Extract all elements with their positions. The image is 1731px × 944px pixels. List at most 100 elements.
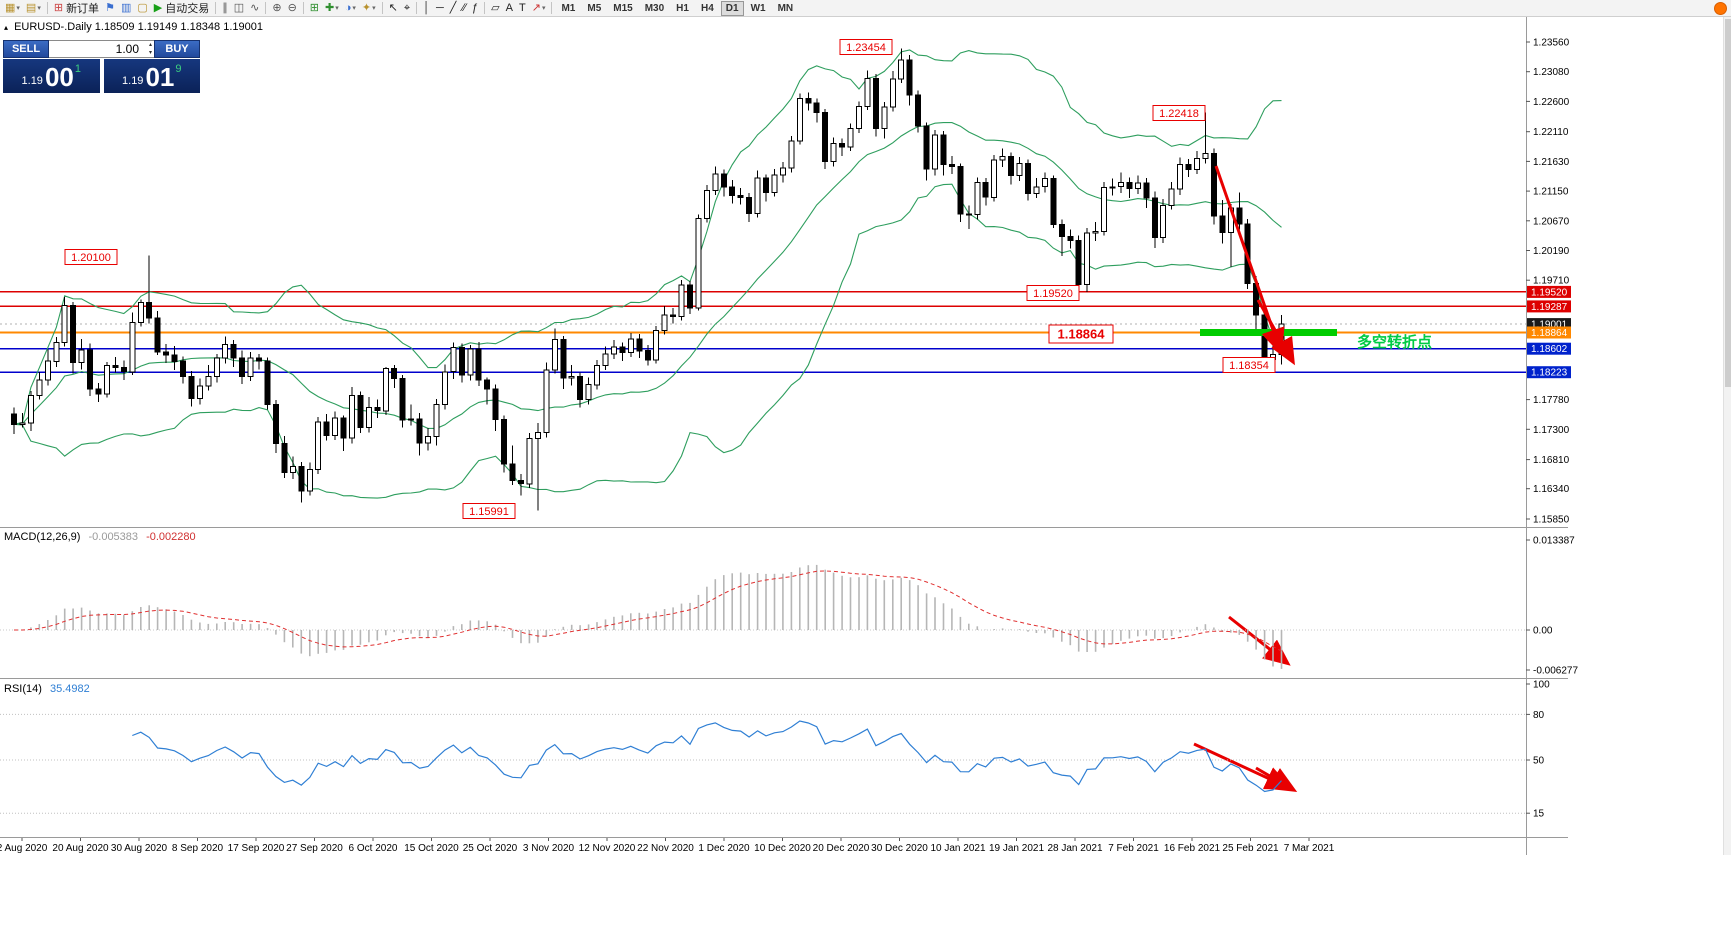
buy-button[interactable]: BUY: [154, 40, 200, 58]
autotrading-icon: ▶: [153, 1, 163, 14]
timeframe-button-d1[interactable]: D1: [720, 0, 744, 16]
candle: [458, 347, 465, 376]
zoom-out-button[interactable]: ⊖: [285, 1, 300, 16]
timeframe-button-m30[interactable]: M30: [644, 2, 665, 14]
scrollbar-thumb[interactable]: [1725, 19, 1731, 387]
market-watch-button[interactable]: ▥: [118, 1, 134, 16]
turning-point-label: 多空转折点: [1357, 333, 1432, 351]
candle: [932, 134, 938, 170]
candle: [163, 351, 170, 356]
time-axis-label: 12 Nov 2020: [579, 843, 636, 854]
time-axis-label: 7 Feb 2021: [1108, 843, 1159, 854]
candle: [1109, 186, 1116, 189]
rsi-value: 35.4982: [49, 683, 90, 695]
price-tag-box: [1527, 342, 1571, 355]
cursor-button[interactable]: ↖: [386, 1, 401, 16]
toolbar-separator: [551, 2, 553, 14]
rsi-axis-tick: 80: [1533, 710, 1545, 721]
fibonacci-button[interactable]: ƒ: [469, 1, 481, 16]
timeframe-button-h4[interactable]: H4: [700, 2, 714, 14]
bar-chart-type-button[interactable]: ∥: [219, 1, 231, 16]
timeframe-button-w1[interactable]: W1: [750, 2, 766, 14]
new-chart-button[interactable]: ▦ ▾: [2, 1, 23, 16]
vertical-scrollbar[interactable]: [1723, 17, 1731, 855]
buy-price-display[interactable]: 1.19 01 9: [103, 59, 200, 93]
price-axis-tick: 1.22600: [1533, 97, 1570, 108]
arrows-tool-button[interactable]: ↗ ▾: [529, 1, 549, 16]
zoom-in-button[interactable]: ⊕: [269, 1, 284, 16]
candle: [703, 190, 710, 219]
candle: [830, 143, 837, 162]
macd-name: MACD(12,26,9): [4, 531, 81, 543]
candle: [1261, 314, 1268, 360]
volume-down-icon[interactable]: ▾: [148, 50, 152, 56]
timeframe-button-m1[interactable]: M1: [561, 2, 576, 14]
price-callout-box: [1026, 285, 1080, 301]
periods-button[interactable]: ◑ ▾: [342, 1, 359, 16]
candle: [534, 431, 541, 440]
sell-button[interactable]: SELL: [3, 40, 49, 58]
volume-up-icon[interactable]: ▴: [148, 42, 152, 48]
shapes-button[interactable]: ▱: [488, 1, 502, 16]
data-window-button[interactable]: ▢: [134, 1, 150, 16]
macd-axis-tick: 0.013387: [1533, 536, 1575, 547]
candle: [433, 404, 440, 438]
timeframe-button-m15[interactable]: M15: [613, 2, 633, 14]
rsi-axis-tick: 15: [1533, 809, 1545, 820]
chart-header: ▴ EURUSD-.Daily 1.18509 1.19149 1.18348 …: [4, 21, 263, 33]
buy-price-sup: 9: [175, 63, 182, 75]
text-button[interactable]: A: [503, 1, 516, 16]
timeframe-button-m5[interactable]: M5: [587, 2, 602, 14]
price-callout-text: 1.20100: [71, 252, 111, 264]
bar-chart-type-icon: ∥: [222, 1, 228, 14]
candle: [594, 365, 600, 386]
candle: [357, 394, 364, 428]
autotrading-button[interactable]: ▶ 自动交易: [151, 1, 212, 16]
candle: [289, 465, 296, 474]
volume-spinner[interactable]: ▴ ▾: [149, 41, 152, 57]
vertical-line-button[interactable]: │: [420, 1, 433, 16]
candle: [771, 174, 778, 193]
timeframe-button-mn[interactable]: MN: [777, 2, 794, 14]
label-button[interactable]: T: [516, 1, 529, 16]
new-order-button[interactable]: ⊞ 新订单: [51, 1, 102, 16]
candle: [974, 181, 981, 216]
chart-profiles-button[interactable]: ▤ ▾: [23, 1, 44, 16]
line-chart-type-button[interactable]: ∿: [247, 1, 262, 16]
sell-price-display[interactable]: 1.19 00 1: [3, 59, 100, 93]
trend-arrow[interactable]: [1255, 766, 1298, 793]
autotrading-button-label: 自动交易: [165, 3, 210, 15]
trend-arrow[interactable]: [1256, 299, 1295, 366]
sell-price-prefix: 1.19: [21, 75, 43, 87]
volume-field[interactable]: 1.00 ▴ ▾: [49, 40, 154, 58]
bollinger-lower-band: [13, 183, 1282, 499]
timeframe-button-h1[interactable]: H1: [676, 2, 689, 14]
horizontal-line-button[interactable]: ─: [433, 1, 447, 16]
alerts-button[interactable]: ⚑: [102, 1, 118, 16]
candle: [813, 102, 820, 113]
tile-windows-button[interactable]: ⊞: [307, 1, 322, 16]
trendline-button[interactable]: ╱: [447, 1, 460, 16]
macd-panel: [0, 564, 1526, 669]
candlestick-chart-type-button[interactable]: ◫: [231, 1, 247, 16]
trend-arrow[interactable]: [1228, 615, 1291, 666]
candle: [670, 314, 677, 318]
time-axis-label: 28 Jan 2021: [1047, 843, 1102, 854]
candle: [467, 348, 474, 376]
rsi-axis-tick: 100: [1533, 680, 1550, 691]
candle: [120, 366, 127, 373]
price-callout-text: 1.23454: [846, 42, 886, 54]
candle: [644, 350, 651, 361]
candle: [577, 376, 584, 401]
trend-arrow[interactable]: [1193, 742, 1293, 790]
indicators-button[interactable]: ✚ ▾: [322, 1, 342, 16]
candle: [898, 59, 905, 80]
price-tag-box: [1527, 285, 1571, 298]
price-callout-text: 1.18354: [1229, 360, 1269, 372]
crosshair-button[interactable]: ⌖: [401, 1, 413, 16]
channel-button[interactable]: ∕∕: [459, 1, 469, 16]
shapes-icon: ▱: [491, 1, 500, 14]
templates-button[interactable]: ✦ ▾: [359, 1, 379, 16]
candle: [763, 177, 769, 193]
